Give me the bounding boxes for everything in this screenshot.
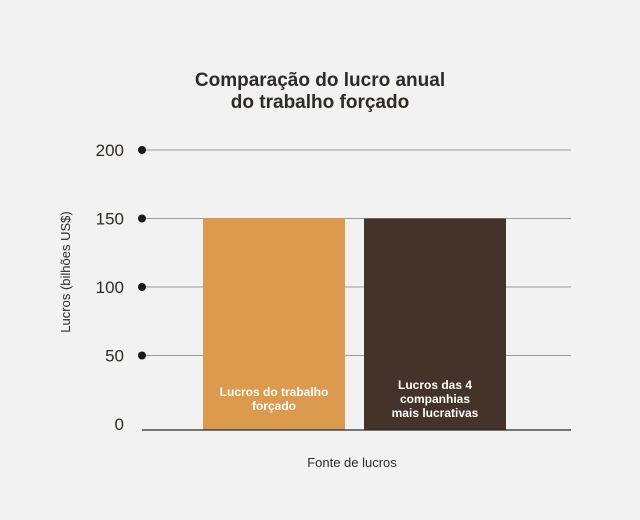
y-tick-label-200: 200 bbox=[96, 141, 124, 160]
chart-title-line-2: do trabalho forçado bbox=[230, 92, 410, 113]
y-axis-ticks: 0 50 100 150 200 bbox=[96, 141, 146, 434]
bar-group-1: Lucros do trabalho forçado bbox=[203, 218, 345, 430]
bar-label-1-line-2: forçado bbox=[252, 399, 296, 413]
y-tick-label-50: 50 bbox=[105, 347, 124, 366]
chart-title-line-1: Comparação do lucro anual bbox=[194, 70, 446, 91]
y-tick-label-0: 0 bbox=[115, 415, 124, 434]
bar-label-2: Lucros das 4 companhias mais lucrativas bbox=[392, 378, 479, 420]
y-tick-label-100: 100 bbox=[96, 278, 124, 297]
bar-label-1-line-1: Lucros do trabalho bbox=[220, 385, 329, 399]
tick-dot-200 bbox=[138, 146, 146, 154]
x-axis-label: Fonte de lucros bbox=[307, 455, 397, 470]
y-tick-label-150: 150 bbox=[96, 210, 124, 229]
bar-1 bbox=[203, 218, 345, 430]
bar-label-2-line-3: mais lucrativas bbox=[392, 406, 479, 420]
bar-label-2-line-1: Lucros das 4 bbox=[398, 378, 472, 392]
bar-label-2-line-2: companhias bbox=[400, 392, 470, 406]
bar-group-2: Lucros das 4 companhias mais lucrativas bbox=[364, 218, 506, 430]
bars: Lucros do trabalho forçado Lucros das 4 com… bbox=[203, 218, 506, 430]
tick-dot-50 bbox=[138, 351, 146, 360]
bar-2 bbox=[364, 218, 506, 430]
y-axis-label: Lucros (bilhões US$) bbox=[58, 211, 73, 332]
tick-dot-100 bbox=[138, 283, 146, 291]
tick-dot-150 bbox=[138, 214, 146, 223]
chart-title: Comparação do lucro anual do trabalho fo… bbox=[0, 70, 640, 114]
bar-label-1: Lucros do trabalho forçado bbox=[220, 385, 329, 413]
